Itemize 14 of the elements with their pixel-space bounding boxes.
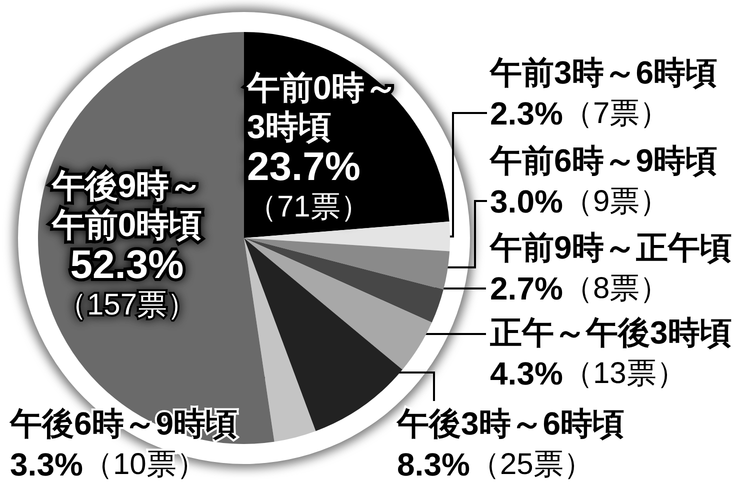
slice-label: 午後9時～午前0時頃 — [50, 167, 202, 243]
data-label: 2.3%（7票） — [490, 96, 670, 132]
data-label: 3.0%（9票） — [490, 184, 670, 220]
slice-label: 午前9時～正午頃 — [489, 230, 732, 266]
data-label: 52.3%（157票） — [56, 243, 198, 322]
data-label: 2.7%（8票） — [490, 270, 670, 306]
data-label: 8.3%（25票） — [397, 446, 594, 482]
slice-label: 午前3時～6時頃 — [489, 54, 718, 90]
slice-label: 正午～午後3時頃 — [489, 314, 732, 350]
slice-label: 午後3時～6時頃 — [396, 406, 625, 442]
slice-label: 午前6時～9時頃 — [489, 142, 718, 178]
data-label: 4.3%（13票） — [490, 356, 686, 392]
data-label: 23.7%（71票） — [247, 145, 370, 224]
data-label: 3.3%（10票） — [10, 446, 206, 482]
